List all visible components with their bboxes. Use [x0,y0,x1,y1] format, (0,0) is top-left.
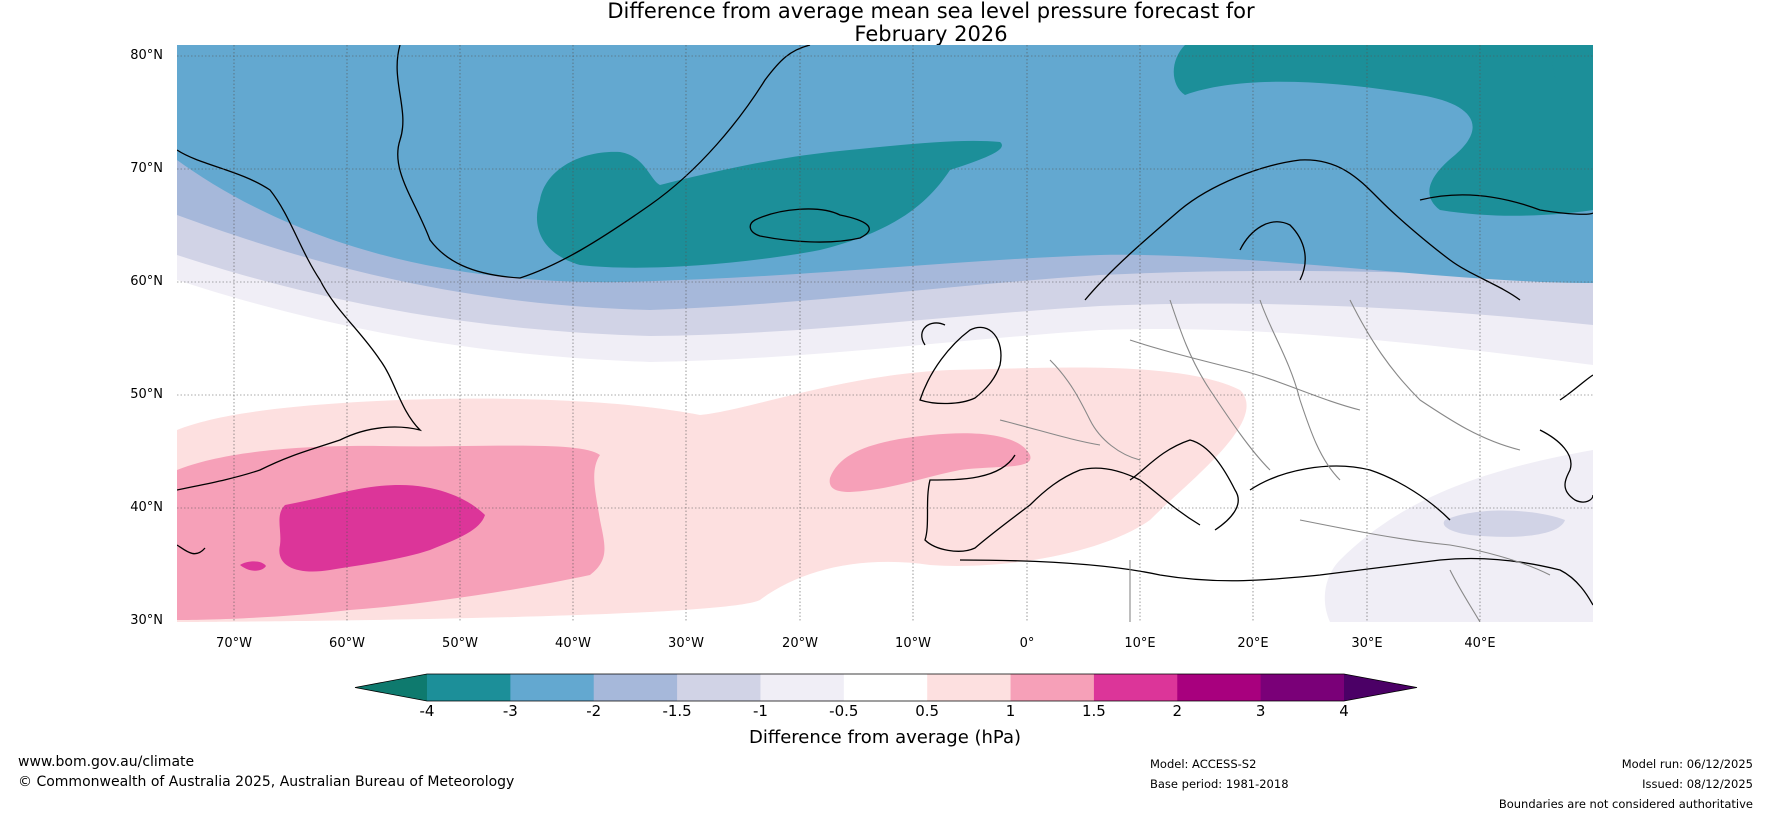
colour-bar-box [843,674,928,701]
map-title: Difference from average mean sea level p… [0,0,1770,46]
anomaly-core-minus-three-atlantic [536,140,1002,268]
lon-label-70w: 70°W [216,636,252,651]
anomaly-patch-minus-onehalf-east [1443,510,1565,537]
website-url: www.bom.gov.au/climate [18,754,195,770]
lon-label-0: 0° [1019,636,1035,651]
colour-bar-outline [354,673,1418,702]
lon-label-10w: 10°W [895,636,931,651]
model-name: Model: ACCESS-S2 [1150,757,1257,771]
colour-bar-tick-label: 1.5 [1081,702,1106,720]
base-period: Base period: 1981-2018 [1150,777,1289,791]
model-run: Model run: 06/12/2025 [1621,757,1753,771]
colour-bar-tick-label: -0.5 [829,702,859,720]
anomaly-band-plus-one-biscay [829,433,1031,492]
colour-bar-tick-label: 2 [1172,702,1183,720]
lat-label-40n: 40°N [130,500,163,515]
colour-bar-tick-label: 4 [1339,702,1349,720]
colour-bar-tick-label: -1.5 [662,702,692,720]
copyright: © Commonwealth of Australia 2025, Austra… [18,774,515,790]
lon-label-30e: 30°E [1351,636,1383,651]
lon-label-40w: 40°W [555,636,591,651]
colour-bar-box [1093,674,1178,701]
lon-label-20e: 20°E [1237,636,1269,651]
colour-bar-tick-label: 3 [1255,702,1266,720]
lat-label-80n: 80°N [130,48,163,63]
colour-bar-box [1010,674,1095,701]
colour-bar-tick-label: -1 [752,702,768,720]
lon-label-10e: 10°E [1124,636,1156,651]
graticule [177,45,1593,622]
colour-bar-box [593,674,678,701]
anomaly-core-plus-onehalf-small [240,561,266,571]
lat-label-60n: 60°N [130,274,163,289]
colour-bar-box [1177,674,1262,701]
lat-label-30n: 30°N [130,613,163,628]
colour-bar-label: Difference from average (hPa) [748,727,1022,748]
lat-label-50n: 50°N [130,387,163,402]
lon-label-60w: 60°W [329,636,365,651]
coastlines [177,45,1593,606]
boundaries-disclaimer: Boundaries are not considered authoritat… [1498,797,1753,811]
colour-bar-extend-high [1344,674,1417,701]
colour-bar-box [427,674,511,701]
anomaly-core-minus-three-barents [1173,45,1593,216]
colour-bar-box [1260,674,1345,701]
colour-bar-extend-low [355,674,427,701]
anomaly-core-plus-onehalf [279,485,485,572]
colour-bar-tick-label: -3 [502,702,518,720]
colour-bar-tick-label: 0.5 [915,702,940,720]
colour-bar-box [510,674,595,701]
anomaly-core-minus-three-barents-edge [1550,45,1593,140]
title-line-1: Difference from average mean sea level p… [607,0,1255,23]
colour-bar-tick-label: 1 [1005,702,1016,720]
colour-bar-box [927,674,1012,701]
lon-label-20w: 20°W [782,636,818,651]
lon-label-50w: 50°W [442,636,478,651]
country-borders [999,299,1551,622]
colour-bar-tick-label: -4 [419,702,435,720]
lon-label-40e: 40°E [1464,636,1496,651]
anomaly-patch-minus-one-east [1324,450,1593,622]
lon-label-30w: 30°W [668,636,704,651]
colour-bar-box [760,674,845,701]
colour-bar-box [677,674,761,701]
title-line-2: February 2026 [854,22,1008,46]
issued-date: Issued: 08/12/2025 [1642,777,1753,791]
lat-label-70n: 70°N [130,161,163,176]
colour-bar-tick-label: -2 [586,702,602,720]
map-plot-area [177,45,1593,622]
